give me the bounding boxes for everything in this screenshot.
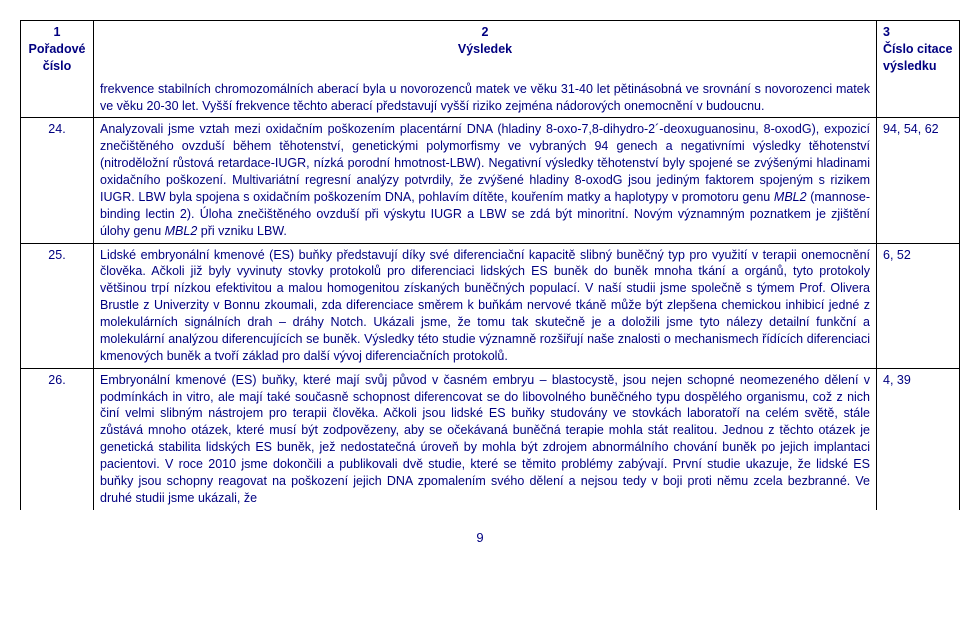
row-citation [877,78,960,118]
header-row: 1 Pořadové číslo 2 Výsledek 3 Číslo cita… [21,21,960,78]
header-col3-num: 3 [883,25,890,39]
row-text-italic2: MBL2 [165,224,198,238]
table-row: 26. Embryonální kmenové (ES) buňky, kter… [21,368,960,510]
header-col3-label: Číslo citace výsledku [883,42,952,73]
row-number [21,78,94,118]
table-row: frekvence stabilních chromozomálních abe… [21,78,960,118]
row-number: 25. [21,243,94,368]
row-citation: 94, 54, 62 [877,118,960,243]
results-table: 1 Pořadové číslo 2 Výsledek 3 Číslo cita… [20,20,960,510]
row-number: 26. [21,368,94,510]
row-text: Lidské embryonální kmenové (ES) buňky př… [94,243,877,368]
row-text-italic1: MBL2 [774,190,807,204]
row-text: Embryonální kmenové (ES) buňky, které ma… [94,368,877,510]
header-col2-num: 2 [482,25,489,39]
row-text: Analyzovali jsme vztah mezi oxidačním po… [94,118,877,243]
row-citation: 4, 39 [877,368,960,510]
page-number: 9 [20,530,940,545]
header-col-result: 2 Výsledek [94,21,877,78]
header-col-citation: 3 Číslo citace výsledku [877,21,960,78]
header-col-number: 1 Pořadové číslo [21,21,94,78]
header-col2-label: Výsledek [458,42,512,56]
row-number: 24. [21,118,94,243]
table-row: 24. Analyzovali jsme vztah mezi oxidační… [21,118,960,243]
row-text-post: při vzniku LBW. [197,224,287,238]
header-col1-label: Pořadové číslo [29,42,86,73]
header-col1-num: 1 [54,25,61,39]
table-row: 25. Lidské embryonální kmenové (ES) buňk… [21,243,960,368]
row-text: frekvence stabilních chromozomálních abe… [94,78,877,118]
row-text-pre: Analyzovali jsme vztah mezi oxidačním po… [100,122,870,204]
row-citation: 6, 52 [877,243,960,368]
